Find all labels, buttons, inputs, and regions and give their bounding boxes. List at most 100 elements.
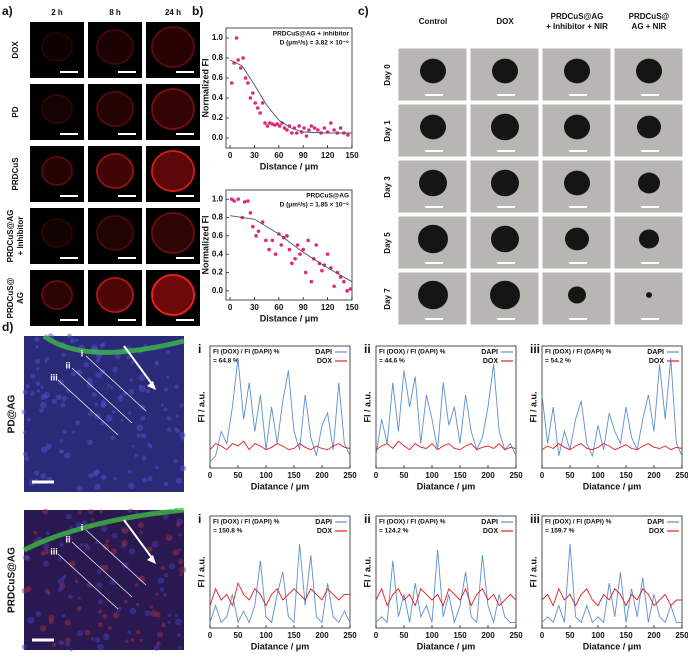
- cell: [137, 522, 144, 529]
- cell: [146, 442, 151, 447]
- data-line: [375, 587, 517, 607]
- y-tick-label: 0.0: [212, 286, 224, 295]
- cell: [136, 424, 144, 432]
- panel-label: iii: [530, 342, 540, 356]
- cell: [86, 583, 91, 588]
- annotation: FI (DOX) / FI (DAPI) %: [379, 519, 446, 526]
- x-axis-label: Diatance / μm: [251, 481, 310, 491]
- profile-line: [57, 379, 119, 436]
- spheroid: [568, 286, 586, 304]
- y-axis-label: FI / a.u.: [362, 556, 372, 587]
- row-label: AG: [16, 292, 25, 304]
- cell: [128, 410, 132, 415]
- cell: [131, 444, 135, 448]
- data-point: [293, 256, 297, 261]
- spheroid-fill: [43, 96, 71, 122]
- column-label: DOX: [496, 17, 514, 26]
- x-axis-label: Diatance / μm: [583, 641, 642, 651]
- cell: [76, 485, 83, 492]
- cell: [64, 619, 71, 626]
- data-point: [329, 121, 333, 125]
- cell: [22, 430, 27, 435]
- row-label: Day 3: [383, 176, 392, 198]
- legend-label: DOX: [649, 358, 665, 365]
- profile-line: [57, 553, 119, 610]
- x-tick-label: 200: [647, 471, 661, 480]
- cell: [101, 399, 106, 404]
- spheroid: [41, 32, 73, 62]
- data-line: [375, 549, 516, 625]
- spheroid: [96, 277, 134, 313]
- cell: [168, 563, 176, 570]
- arrow-head: [147, 555, 156, 564]
- x-tick-label: 50: [566, 471, 575, 480]
- y-tick-label: 0.2: [212, 268, 224, 277]
- data-point: [285, 234, 289, 238]
- data-point: [256, 229, 261, 234]
- cell: [167, 620, 171, 624]
- profile-line: [71, 541, 133, 598]
- x-tick-label: 50: [566, 631, 575, 640]
- legend-label: DOX: [317, 528, 333, 535]
- x-tick-label: 250: [509, 631, 523, 640]
- cell: [39, 408, 44, 413]
- micrograph: [146, 84, 200, 140]
- arrow: [123, 519, 153, 559]
- cell: [129, 607, 137, 615]
- panel-label: i: [198, 342, 201, 356]
- data-point: [236, 197, 240, 201]
- cell: [166, 416, 172, 421]
- y-tick-label: 0.0: [212, 133, 224, 142]
- data-point: [260, 101, 265, 105]
- x-tick-label: 100: [591, 631, 605, 640]
- cell: [179, 573, 183, 577]
- spheroid: [636, 58, 662, 84]
- cell: [40, 473, 47, 480]
- data-point: [307, 128, 311, 132]
- data-line: [541, 587, 682, 607]
- x-axis-label: Diatance / μm: [417, 481, 476, 491]
- profile-label: i: [81, 522, 84, 532]
- cell: [112, 611, 120, 619]
- cell: [39, 625, 47, 632]
- cell: [22, 389, 28, 395]
- spheroid-fill: [43, 34, 71, 60]
- x-tick-label: 90: [299, 151, 308, 160]
- cell: [140, 415, 146, 421]
- cell: [144, 610, 151, 616]
- row-label: PRDCuS: [11, 157, 20, 191]
- legend-label: DAPI: [315, 519, 332, 526]
- x-tick-label: 50: [400, 471, 409, 480]
- cell: [105, 414, 113, 422]
- cell: [35, 610, 42, 617]
- cell: [33, 530, 37, 535]
- data-point: [316, 128, 320, 132]
- cell: [149, 605, 154, 609]
- data-point: [238, 66, 243, 70]
- x-tick-label: 200: [315, 471, 329, 480]
- plot-frame: [225, 27, 353, 149]
- annotation: = 150.8 %: [213, 528, 243, 535]
- cell: [65, 637, 71, 644]
- cell: [109, 385, 114, 390]
- cell: [75, 420, 81, 426]
- cell: [128, 548, 135, 555]
- x-tick-label: 0: [540, 471, 545, 480]
- x-tick-label: 50: [234, 631, 243, 640]
- cell: [98, 609, 103, 614]
- data-point: [301, 247, 306, 252]
- cell: [82, 520, 88, 526]
- data-point: [248, 211, 253, 215]
- row-label: Day 1: [383, 120, 392, 142]
- cell: [153, 644, 160, 651]
- data-point: [290, 131, 294, 135]
- y-axis-label: FI / a.u.: [528, 391, 538, 422]
- data-point: [346, 133, 350, 137]
- spheroid: [491, 169, 519, 197]
- profile-line: [85, 355, 147, 412]
- spheroid: [646, 292, 652, 298]
- annotation: PRDCuS@AG: [306, 193, 349, 200]
- cell: [136, 433, 141, 438]
- column-label: 8 h: [109, 8, 121, 17]
- cell: [61, 352, 66, 358]
